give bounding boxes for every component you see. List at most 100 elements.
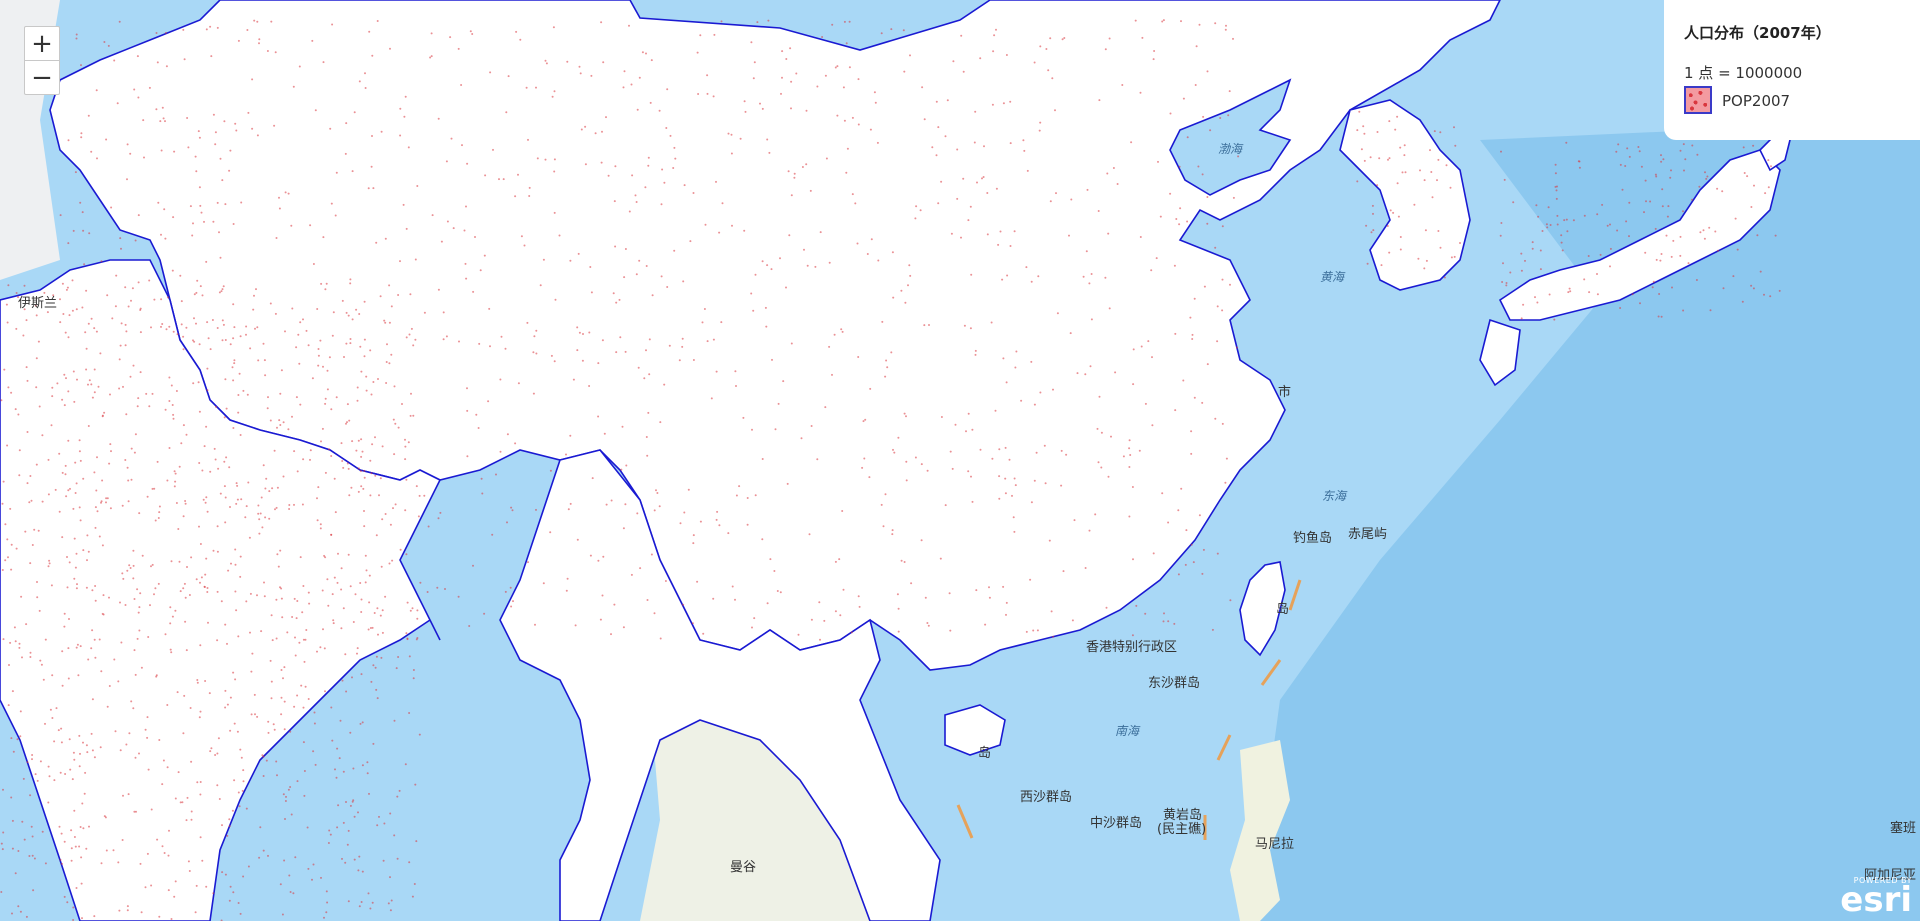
population-dot (347, 829, 350, 832)
population-dot (718, 231, 721, 234)
population-dot (2, 831, 5, 834)
population-dot (1202, 115, 1205, 118)
population-dot (172, 216, 175, 219)
population-dot (766, 264, 769, 267)
population-dot (534, 623, 536, 626)
population-dot (242, 389, 245, 392)
population-dot (289, 730, 292, 733)
population-dot (205, 496, 208, 499)
population-dot (845, 171, 848, 174)
population-dot (816, 458, 819, 461)
population-dot (743, 100, 746, 103)
population-dot (752, 309, 755, 312)
population-dot (246, 393, 249, 396)
esri-attribution[interactable]: POWERED BY esri (1840, 876, 1912, 917)
population-dot (209, 750, 212, 753)
population-dot (624, 503, 627, 506)
population-dot (268, 490, 271, 493)
population-dot (147, 768, 150, 771)
population-dot (1450, 256, 1453, 259)
population-dot (280, 713, 283, 716)
population-dot (334, 768, 336, 771)
population-dot (215, 405, 217, 408)
population-dot (284, 800, 287, 802)
population-dot (227, 569, 230, 572)
population-dot (1578, 166, 1581, 169)
population-dot (301, 503, 304, 506)
population-dot (387, 902, 390, 905)
population-dot (861, 466, 864, 469)
population-dot (128, 564, 131, 567)
population-dot (241, 789, 244, 792)
population-dot (384, 237, 387, 240)
population-dot (1139, 91, 1142, 94)
population-dot (61, 862, 63, 865)
population-dot (1500, 222, 1503, 224)
population-dot (397, 294, 400, 296)
population-dot (429, 56, 432, 59)
population-dot (1167, 620, 1170, 623)
population-dot (848, 20, 851, 23)
population-dot (55, 707, 58, 710)
population-dot (311, 878, 313, 881)
population-dot (170, 384, 173, 387)
legend-title: 人口分布（2007年） (1684, 24, 1831, 42)
label-donghai: 东海 (1322, 489, 1347, 503)
population-dot (1015, 350, 1018, 353)
population-dot (6, 444, 9, 447)
population-dot (323, 916, 325, 919)
population-dot (1583, 278, 1586, 281)
population-dot (781, 50, 784, 53)
population-dot (358, 80, 361, 83)
population-dot (72, 751, 75, 754)
population-dot (850, 631, 853, 634)
population-dot (397, 656, 400, 658)
population-dot (349, 804, 352, 807)
population-dot (126, 909, 129, 912)
population-dot (61, 282, 64, 285)
population-dot (1763, 293, 1765, 296)
population-dot (750, 41, 753, 44)
population-dot (348, 419, 351, 422)
population-dot (810, 618, 813, 621)
population-dot (1132, 383, 1135, 386)
population-dot (893, 451, 896, 454)
population-dot (196, 781, 199, 784)
population-dot (22, 777, 25, 780)
population-dot (44, 722, 46, 725)
zoom-out-button[interactable]: − (25, 60, 59, 94)
population-dot (193, 293, 196, 296)
population-dot (1643, 211, 1645, 214)
population-dot (828, 261, 831, 264)
population-dot (175, 502, 178, 504)
population-dot (164, 408, 167, 411)
population-dot (638, 76, 641, 79)
population-dot (256, 326, 259, 329)
population-dot (1609, 223, 1611, 226)
population-dot (720, 321, 723, 324)
population-dot (1660, 154, 1662, 157)
population-dot (1177, 573, 1180, 576)
population-dot (452, 227, 455, 230)
population-dot (1682, 210, 1684, 213)
population-dot (182, 335, 185, 338)
label-chiweiyu: 赤尾屿 (1348, 527, 1388, 542)
population-dot (1655, 258, 1658, 261)
population-dot (190, 556, 193, 559)
population-dot (800, 437, 803, 440)
population-dot (274, 51, 277, 54)
population-dot (1619, 163, 1622, 166)
zoom-in-button[interactable]: + (31, 28, 53, 59)
population-dot (335, 171, 338, 174)
population-dot (960, 34, 963, 37)
population-dot (897, 436, 900, 439)
population-dot (1037, 275, 1040, 278)
population-dot (98, 638, 101, 641)
population-dot (469, 30, 472, 33)
population-dot (1556, 223, 1559, 226)
population-dot (504, 590, 507, 593)
population-dot (249, 347, 252, 350)
population-dot (326, 901, 329, 904)
population-dot (26, 482, 29, 485)
